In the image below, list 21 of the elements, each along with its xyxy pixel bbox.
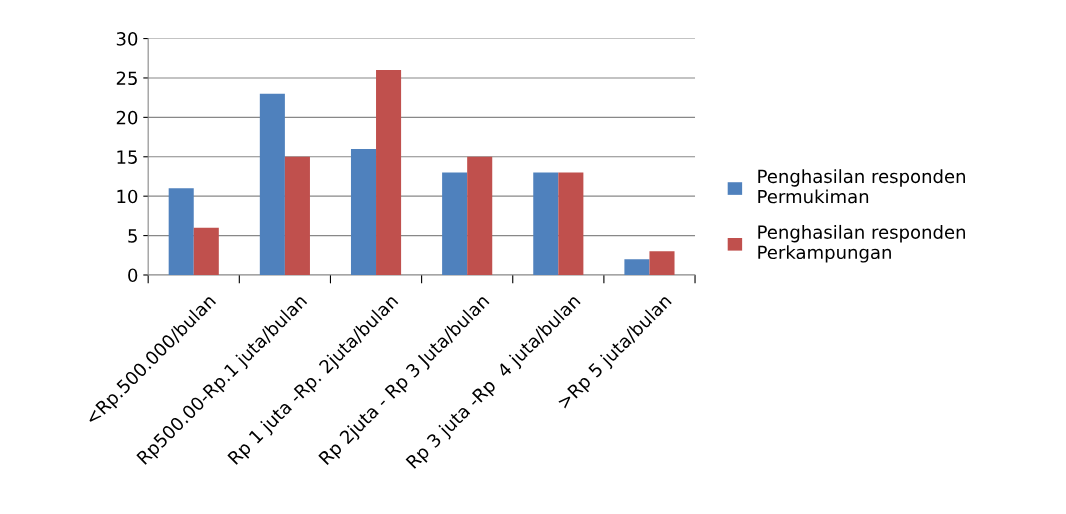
bar <box>649 251 675 275</box>
bar <box>624 259 650 275</box>
bar <box>376 70 402 275</box>
y-tick-label: 5 <box>128 229 137 243</box>
bar <box>284 156 310 275</box>
bar <box>467 156 493 275</box>
y-tick-label: 30 <box>116 32 138 46</box>
bar <box>193 227 219 275</box>
y-tick-label: 0 <box>128 268 138 283</box>
y-tick-label: 15 <box>117 150 137 164</box>
legend-label: Penghasilan responden Perkampungan <box>758 224 965 263</box>
bar <box>558 172 584 275</box>
bar <box>442 172 468 275</box>
bar <box>259 93 285 275</box>
bar <box>350 148 377 275</box>
y-tick-label: 25 <box>116 71 137 86</box>
y-tick-label: 20 <box>116 110 138 125</box>
legend-label: Penghasilan responden Permukiman <box>758 169 965 204</box>
bar <box>533 172 559 275</box>
y-tick-label: 10 <box>117 189 138 204</box>
bar <box>168 188 194 275</box>
